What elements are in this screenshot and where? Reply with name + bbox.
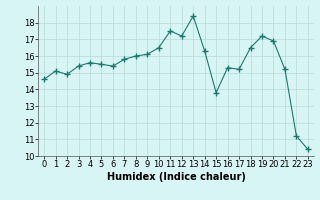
X-axis label: Humidex (Indice chaleur): Humidex (Indice chaleur) [107, 172, 245, 182]
